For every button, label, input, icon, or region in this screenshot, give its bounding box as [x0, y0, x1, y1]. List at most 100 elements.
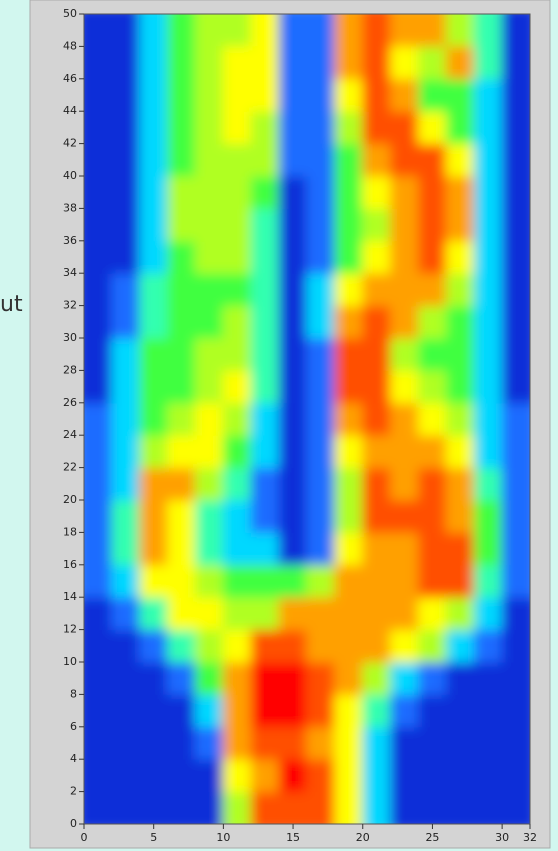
- heat-cell: [306, 175, 336, 209]
- heat-cell: [418, 207, 447, 242]
- heat-cell: [501, 337, 530, 371]
- heat-cell: [111, 305, 141, 339]
- heat-cell: [501, 78, 530, 112]
- heat-cell: [278, 110, 308, 145]
- heat-cell: [473, 14, 503, 47]
- heat-cell: [222, 175, 252, 209]
- heat-cell: [418, 14, 447, 47]
- heat-cell: [195, 402, 224, 436]
- heat-cell: [418, 240, 447, 274]
- side-label: ut: [0, 292, 23, 317]
- heat-cell: [250, 726, 280, 760]
- heat-cell: [362, 693, 392, 728]
- heat-cell: [306, 791, 336, 824]
- heat-cell: [445, 207, 475, 242]
- heat-cell: [334, 596, 364, 631]
- heat-cell: [278, 693, 308, 728]
- heat-cell: [473, 240, 503, 274]
- heat-cell: [222, 791, 252, 824]
- heat-cell: [278, 337, 308, 371]
- heat-cell: [445, 596, 475, 631]
- heat-cell: [445, 240, 475, 274]
- heat-cell: [167, 14, 196, 47]
- heat-cell: [167, 175, 196, 209]
- heat-cell: [139, 726, 169, 760]
- heat-cell: [362, 110, 392, 145]
- heat-cell: [334, 272, 364, 307]
- heat-cell: [195, 272, 224, 307]
- y-tick-label: 0: [70, 817, 77, 830]
- heat-cell: [111, 531, 141, 566]
- heat-cell: [334, 661, 364, 695]
- heat-cell: [473, 402, 503, 436]
- heat-cell: [139, 629, 169, 663]
- heat-cell: [418, 629, 447, 663]
- plot-frame: [83, 13, 531, 825]
- heat-cell: [250, 14, 280, 47]
- heat-cell: [167, 693, 196, 728]
- heat-cell: [473, 434, 503, 469]
- heat-cell: [167, 596, 196, 631]
- heat-cell: [278, 305, 308, 339]
- heat-cell: [111, 110, 141, 145]
- heat-cell: [222, 661, 252, 695]
- heat-cell: [111, 661, 141, 695]
- heat-cell: [390, 726, 419, 760]
- heat-cell: [139, 434, 169, 469]
- heat-cell: [195, 434, 224, 469]
- heat-cell: [278, 758, 308, 793]
- heat-cell: [222, 467, 252, 501]
- heat-cell: [195, 693, 224, 728]
- heat-cell: [362, 596, 392, 631]
- x-tick-label: 32: [523, 831, 537, 844]
- heat-cell: [139, 272, 169, 307]
- heat-cell: [501, 661, 530, 695]
- heat-cell: [111, 726, 141, 760]
- y-tick-label: 8: [70, 687, 77, 700]
- heat-cell: [418, 272, 447, 307]
- heat-cell: [501, 369, 530, 404]
- heat-cell: [278, 629, 308, 663]
- heat-cell: [84, 240, 112, 274]
- heat-cell: [306, 143, 336, 177]
- heat-cell: [195, 564, 224, 598]
- heat-cell: [222, 110, 252, 145]
- heat-cell: [501, 175, 530, 209]
- heat-cell: [195, 758, 224, 793]
- heat-cell: [139, 143, 169, 177]
- heat-cell: [306, 305, 336, 339]
- heat-cell: [250, 240, 280, 274]
- heat-cell: [445, 175, 475, 209]
- heat-cell: [111, 402, 141, 436]
- heat-cell: [167, 629, 196, 663]
- heat-cell: [390, 240, 419, 274]
- heat-cell: [250, 143, 280, 177]
- heat-cell: [111, 693, 141, 728]
- heat-cell: [334, 337, 364, 371]
- heat-cell: [84, 758, 112, 793]
- heat-cell: [139, 78, 169, 112]
- heat-cell: [250, 305, 280, 339]
- heat-cell: [250, 564, 280, 598]
- heat-cell: [250, 369, 280, 404]
- heat-cell: [306, 758, 336, 793]
- x-tick-label: 5: [150, 831, 157, 844]
- heat-cell: [111, 499, 141, 533]
- heat-cell: [445, 499, 475, 533]
- heat-cell: [167, 45, 196, 80]
- heat-cell: [139, 337, 169, 371]
- heat-cell: [501, 143, 530, 177]
- heat-cell: [278, 531, 308, 566]
- y-tick-label: 38: [63, 201, 77, 214]
- heat-cell: [250, 175, 280, 209]
- heat-cell: [84, 467, 112, 501]
- heat-cell: [111, 434, 141, 469]
- y-tick-label: 46: [63, 72, 77, 85]
- heat-cell: [390, 305, 419, 339]
- y-tick-label: 40: [63, 169, 77, 182]
- heat-cell: [306, 629, 336, 663]
- heat-cell: [195, 531, 224, 566]
- x-tick-label: 30: [495, 831, 509, 844]
- heat-cell: [222, 369, 252, 404]
- heat-cell: [306, 369, 336, 404]
